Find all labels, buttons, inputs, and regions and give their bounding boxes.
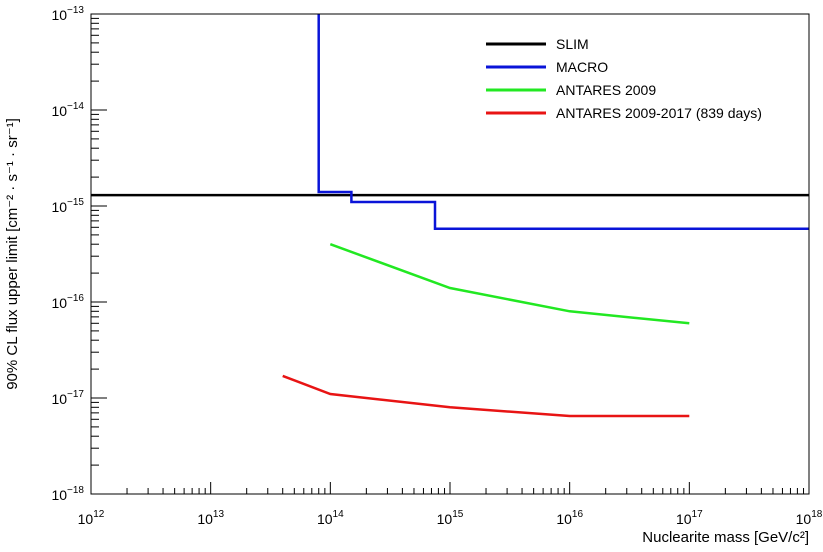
y-tick-label: 10−14 bbox=[51, 101, 84, 119]
legend-label: ANTARES 2009-2017 (839 days) bbox=[556, 105, 762, 121]
x-tick-label: 1018 bbox=[796, 509, 823, 527]
legend-label: SLIM bbox=[556, 36, 589, 52]
series-line-macro bbox=[317, 14, 809, 230]
x-tick-label: 1016 bbox=[556, 509, 583, 527]
legend-label: MACRO bbox=[556, 59, 608, 75]
y-tick-label: 10−13 bbox=[51, 5, 84, 23]
y-axis-title: 90% CL flux upper limit [cm⁻² · s⁻¹ · sr… bbox=[4, 118, 21, 390]
x-tick-label: 1015 bbox=[437, 509, 464, 527]
y-tick-label: 10−17 bbox=[51, 389, 84, 407]
x-tick-label: 1017 bbox=[676, 509, 703, 527]
x-tick-label: 1014 bbox=[317, 509, 344, 527]
legend: SLIM MACRO ANTARES 2009 ANTARES 2009-2017 (… bbox=[486, 36, 762, 121]
x-axis-title: Nuclearite mass [GeV/c²] bbox=[642, 529, 809, 546]
legend-label: ANTARES 2009 bbox=[556, 82, 656, 98]
y-tick-label: 10−16 bbox=[51, 293, 84, 311]
series-line-antares-2009 bbox=[329, 243, 690, 325]
x-tick-label: 1013 bbox=[197, 509, 224, 527]
x-tick-label: 1012 bbox=[78, 509, 105, 527]
y-tick-label: 10−18 bbox=[51, 485, 84, 503]
series-line-antares-2009-2017-839-days bbox=[282, 374, 690, 418]
plot-frame bbox=[90, 13, 810, 495]
y-tick-label: 10−15 bbox=[51, 197, 84, 215]
